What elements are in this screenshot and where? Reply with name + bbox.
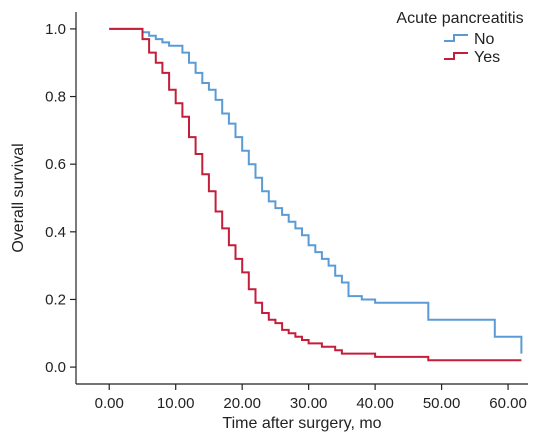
survival-curve-yes <box>109 27 522 362</box>
x-tick-label: 50.00 <box>423 395 461 412</box>
x-tick-label: 0.00 <box>95 395 124 412</box>
legend-swatch-yes <box>444 52 468 60</box>
x-tick-label: 30.00 <box>290 395 328 412</box>
legend-swatch-no <box>444 34 468 42</box>
y-tick-label: 0.8 <box>45 89 66 106</box>
x-tick-label: 10.00 <box>157 395 195 412</box>
y-tick-label: 0.0 <box>45 359 66 376</box>
legend-label-no: No <box>474 31 495 48</box>
ticks: 0.00 10.00 20.00 30.00 40.00 50.00 60.00 0.0 0.2… <box>45 21 527 412</box>
x-axis-title: Time after surgery, mo <box>222 415 381 432</box>
y-tick-label: 0.4 <box>45 224 66 241</box>
x-tick-label: 20.00 <box>223 395 261 412</box>
y-tick-label: 1.0 <box>45 21 66 38</box>
y-axis-title: Overall survival <box>10 143 27 252</box>
y-tick-label: 0.6 <box>45 156 66 173</box>
legend-label-yes: Yes <box>474 49 500 66</box>
x-tick-label: 60.00 <box>489 395 527 412</box>
x-tick-label: 40.00 <box>356 395 394 412</box>
legend-title: Acute pancreatitis <box>396 10 523 27</box>
survival-curve-no <box>109 27 523 354</box>
survival-curves <box>109 27 523 362</box>
axes <box>75 12 528 385</box>
y-tick-label: 0.2 <box>45 291 66 308</box>
